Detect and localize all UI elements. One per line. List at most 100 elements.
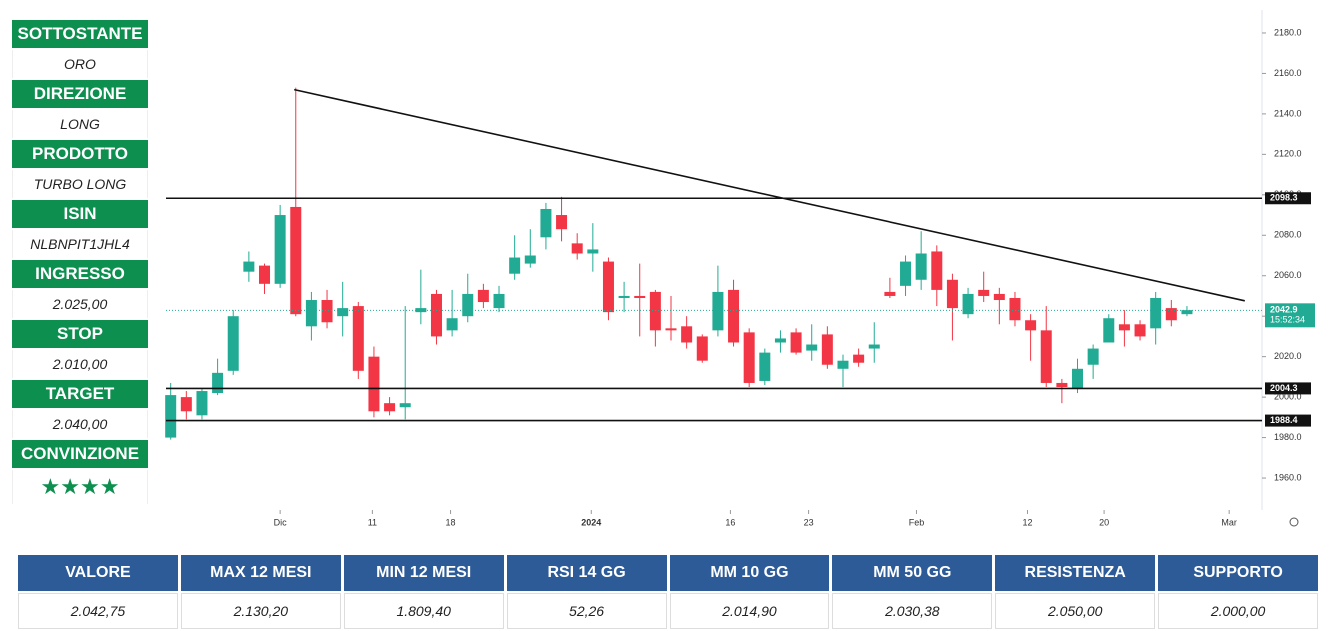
sidebar-label: STOP xyxy=(12,320,148,348)
candle-body xyxy=(415,308,427,313)
candle-body xyxy=(962,293,974,315)
table-cell: 2.014,90 xyxy=(669,593,830,629)
table-cell: 2.030,38 xyxy=(832,593,993,629)
sidebar-value: LONG xyxy=(12,110,148,138)
candle-body xyxy=(743,332,755,383)
y-tick-label: 2140.0 xyxy=(1274,108,1302,118)
candle-body xyxy=(618,295,630,298)
candle-body xyxy=(978,289,990,296)
candle-body xyxy=(556,215,568,230)
candle-body xyxy=(1118,324,1130,331)
candle-body xyxy=(634,295,646,298)
candle-body xyxy=(227,316,239,371)
table-cell: 2.050,00 xyxy=(995,593,1156,629)
candle-body xyxy=(993,293,1005,301)
candle-body xyxy=(602,261,614,313)
x-tick-label: 11 xyxy=(368,517,377,527)
x-tick-label: Feb xyxy=(909,517,925,527)
sidebar-value: NLBNPIT1JHL4 xyxy=(12,230,148,258)
level-box xyxy=(1265,414,1311,427)
y-tick-label: 1980.0 xyxy=(1274,432,1302,442)
sidebar-label: PRODOTTO xyxy=(12,140,148,168)
sidebar-label: CONVINZIONE xyxy=(12,440,148,468)
table-header: RESISTENZA xyxy=(995,555,1156,591)
candle-body xyxy=(1040,330,1052,383)
candle-body xyxy=(571,243,583,254)
sidebar-value: 2.010,00 xyxy=(12,350,148,378)
candle-body xyxy=(665,328,677,331)
sidebar-value: ★★★★ xyxy=(12,470,148,504)
candle-body xyxy=(540,208,552,238)
x-tick-label: 12 xyxy=(1022,517,1032,527)
candle-body xyxy=(900,261,912,286)
y-tick-label: 2020.0 xyxy=(1274,351,1302,361)
candle-body xyxy=(790,332,802,353)
sidebar: SOTTOSTANTE ORO DIREZIONE LONG PRODOTTO TURBO… xyxy=(12,20,148,506)
trend-line xyxy=(294,88,1245,302)
candle-body xyxy=(337,308,349,317)
level-box xyxy=(1265,382,1311,395)
table-cell: 52,26 xyxy=(506,593,667,629)
x-tick-label: 20 xyxy=(1099,517,1109,527)
y-tick-label: 2060.0 xyxy=(1274,270,1302,280)
candle-body xyxy=(1025,320,1037,331)
table-header: RSI 14 GG xyxy=(506,555,667,591)
sidebar-label: ISIN xyxy=(12,200,148,228)
candle-body xyxy=(759,352,771,381)
candle-body xyxy=(509,257,521,274)
candle-body xyxy=(1134,324,1146,337)
table-cell: 2.130,20 xyxy=(180,593,341,629)
table-cell: 1.809,40 xyxy=(343,593,504,629)
candle-body xyxy=(321,300,333,323)
candle-body xyxy=(352,306,364,371)
candle-body xyxy=(915,253,927,280)
x-tick-label: 18 xyxy=(446,517,456,527)
y-tick-label: 2160.0 xyxy=(1274,68,1302,78)
candle-body xyxy=(524,255,536,264)
candle-body xyxy=(774,338,786,343)
candle-body xyxy=(587,249,599,254)
table-header: MM 10 GG xyxy=(669,555,830,591)
sidebar-value: 2.025,00 xyxy=(12,290,148,318)
candle-body xyxy=(884,291,896,296)
table-header: SUPPORTO xyxy=(1158,555,1318,591)
y-tick-label: 1960.0 xyxy=(1274,472,1302,482)
candle-body xyxy=(1072,368,1084,390)
sidebar-value: 2.040,00 xyxy=(12,410,148,438)
settings-icon xyxy=(1289,517,1299,527)
candle-body xyxy=(446,318,458,331)
candle-body xyxy=(1087,348,1099,365)
level-label: 1988.4 xyxy=(1270,415,1298,425)
candle-body xyxy=(696,336,708,361)
table-header: MM 50 GG xyxy=(832,555,993,591)
level-label: 2098.3 xyxy=(1270,193,1298,203)
chart: 1960.01980.02000.02020.02040.02060.02080… xyxy=(165,10,1315,527)
table-cell: 2.000,00 xyxy=(1158,593,1318,629)
candle-body xyxy=(946,279,958,309)
sidebar-label: TARGET xyxy=(12,380,148,408)
candle-body xyxy=(384,403,396,412)
candle-body xyxy=(931,251,943,290)
table-cell: 2.042,75 xyxy=(18,593,178,629)
price-time: 15:52:34 xyxy=(1270,315,1305,325)
candle-body xyxy=(196,391,208,416)
candle-body xyxy=(165,395,177,438)
candle-body xyxy=(243,261,255,272)
candle-body xyxy=(462,293,474,317)
candle-body xyxy=(368,356,380,412)
sidebar-value: ORO xyxy=(12,50,148,78)
candle-body xyxy=(712,291,724,331)
candle-body xyxy=(649,291,661,331)
candle-body xyxy=(430,293,442,337)
sidebar-label: INGRESSO xyxy=(12,260,148,288)
candle-body xyxy=(1150,297,1162,329)
level-label: 2004.3 xyxy=(1270,383,1298,393)
candle-body xyxy=(290,206,302,315)
candle-body xyxy=(212,372,224,394)
table-header: MAX 12 MESI xyxy=(180,555,341,591)
candle-body xyxy=(1009,297,1021,321)
price-box xyxy=(1265,303,1315,328)
sidebar-value: TURBO LONG xyxy=(12,170,148,198)
candle-body xyxy=(258,265,271,284)
